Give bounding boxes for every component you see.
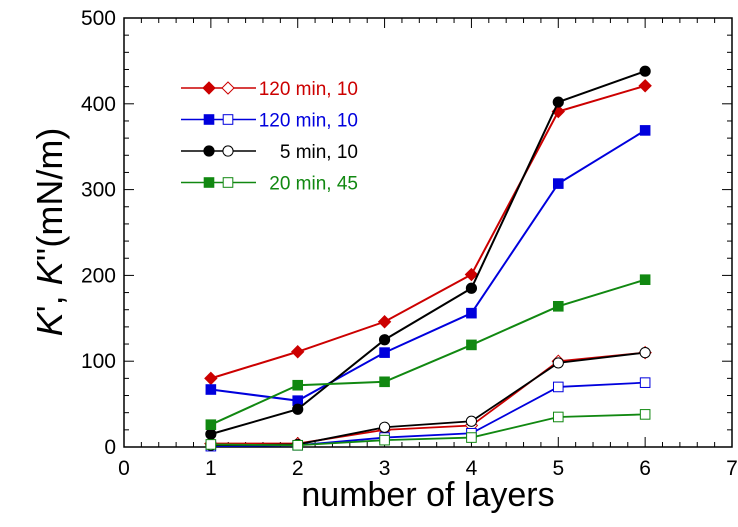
y-label-unit: (mN/m) — [29, 128, 70, 248]
data-point-open — [552, 357, 564, 369]
data-point-open — [466, 432, 477, 443]
loss-modulus-line — [210, 351, 646, 445]
data-point-filled — [379, 347, 390, 358]
data-point-filled — [377, 315, 392, 329]
series-3 — [205, 274, 651, 451]
storage-modulus-line — [210, 70, 646, 436]
y-tick-label: 500 — [81, 7, 116, 30]
y-label-k1: K — [29, 310, 70, 336]
loss-modulus-line — [210, 413, 646, 447]
storage-modulus-line — [210, 84, 646, 380]
data-point-filled — [639, 274, 651, 285]
axes: 0 1 2 3 4 5 6 7 0 100 200 300 400 500 — [81, 7, 738, 480]
data-point-filled — [639, 65, 651, 77]
data-point-filled — [465, 282, 478, 294]
loss-modulus-line — [210, 381, 646, 448]
data-point-filled — [552, 300, 564, 312]
loss-modulus-line — [210, 351, 646, 447]
legend-marker-filled — [203, 145, 215, 157]
legend-marker-filled — [202, 81, 216, 95]
y-tick-label: 300 — [81, 179, 116, 202]
series-group — [204, 65, 652, 452]
data-point-filled — [292, 403, 304, 415]
legend-marker-filled — [203, 177, 215, 188]
x-tick-label: 0 — [118, 457, 130, 480]
data-point-filled — [466, 307, 477, 319]
storage-modulus-line — [210, 129, 646, 402]
x-tick-label: 5 — [552, 457, 564, 480]
data-point-filled — [464, 267, 479, 282]
x-tick-label: 4 — [466, 457, 478, 480]
data-point-filled — [638, 79, 652, 93]
data-point-filled — [379, 376, 390, 388]
plot-frame — [123, 17, 733, 448]
legend-entry-1: 120 min, 10 — [181, 111, 358, 132]
x-tick-label: 2 — [292, 457, 304, 480]
legend-label: 120 min, 10 — [259, 111, 358, 132]
x-tick-label: 7 — [726, 457, 738, 480]
data-point-filled — [292, 379, 304, 391]
data-point-filled — [466, 339, 477, 351]
data-point-open — [465, 415, 478, 427]
data-point-filled — [205, 428, 217, 440]
legend-entry-2: 5 min, 10 — [181, 142, 358, 163]
data-point-open — [639, 347, 651, 359]
data-point-open — [378, 421, 391, 433]
y-axis-label: K', K''(mN/m) — [29, 128, 70, 337]
legend-marker-open — [222, 114, 234, 125]
legend-entry-0: 120 min, 10 — [181, 79, 358, 100]
data-point-open — [552, 381, 564, 393]
data-point-filled — [291, 345, 305, 359]
storage-modulus-line — [210, 278, 646, 426]
data-point-open — [552, 411, 564, 423]
y-label-k2: K — [29, 259, 70, 285]
y-tick-label: 400 — [81, 93, 116, 116]
y-tick-label: 200 — [81, 264, 116, 287]
data-point-filled — [205, 419, 217, 430]
legend-marker-open — [222, 145, 234, 157]
x-tick-label: 3 — [379, 457, 391, 480]
legend-label: 120 min, 10 — [259, 79, 358, 100]
x-tick-label: 1 — [205, 457, 217, 480]
x-axis-label: number of layers — [301, 476, 554, 514]
legend-marker-filled — [203, 114, 215, 125]
series-0 — [204, 79, 652, 451]
data-point-filled — [205, 384, 217, 395]
y-tick-label: 100 — [81, 350, 116, 373]
data-point-filled — [639, 125, 651, 136]
y-label-prime2: '' — [29, 248, 70, 262]
legend-marker-open — [221, 81, 235, 95]
x-tick-label: 6 — [639, 457, 651, 480]
legend-label: 20 min, 45 — [269, 174, 358, 195]
data-point-open — [639, 409, 651, 420]
data-point-filled — [552, 96, 564, 108]
legend-entry-3: 20 min, 45 — [181, 174, 358, 195]
data-point-open — [639, 377, 651, 388]
legend: 120 min, 10 120 min, 10 5 min, 10 20 min, 4… — [181, 79, 358, 195]
y-tick-label: 0 — [104, 436, 116, 459]
legend-marker-open — [222, 177, 234, 188]
legend-label: 5 min, 10 — [280, 142, 358, 163]
data-point-open — [379, 434, 390, 446]
data-point-filled — [378, 334, 391, 346]
data-point-open — [292, 439, 304, 451]
data-point-filled — [552, 178, 564, 189]
data-point-open — [205, 439, 217, 450]
y-label-prime1: ', — [29, 285, 70, 312]
data-point-filled — [204, 371, 218, 386]
